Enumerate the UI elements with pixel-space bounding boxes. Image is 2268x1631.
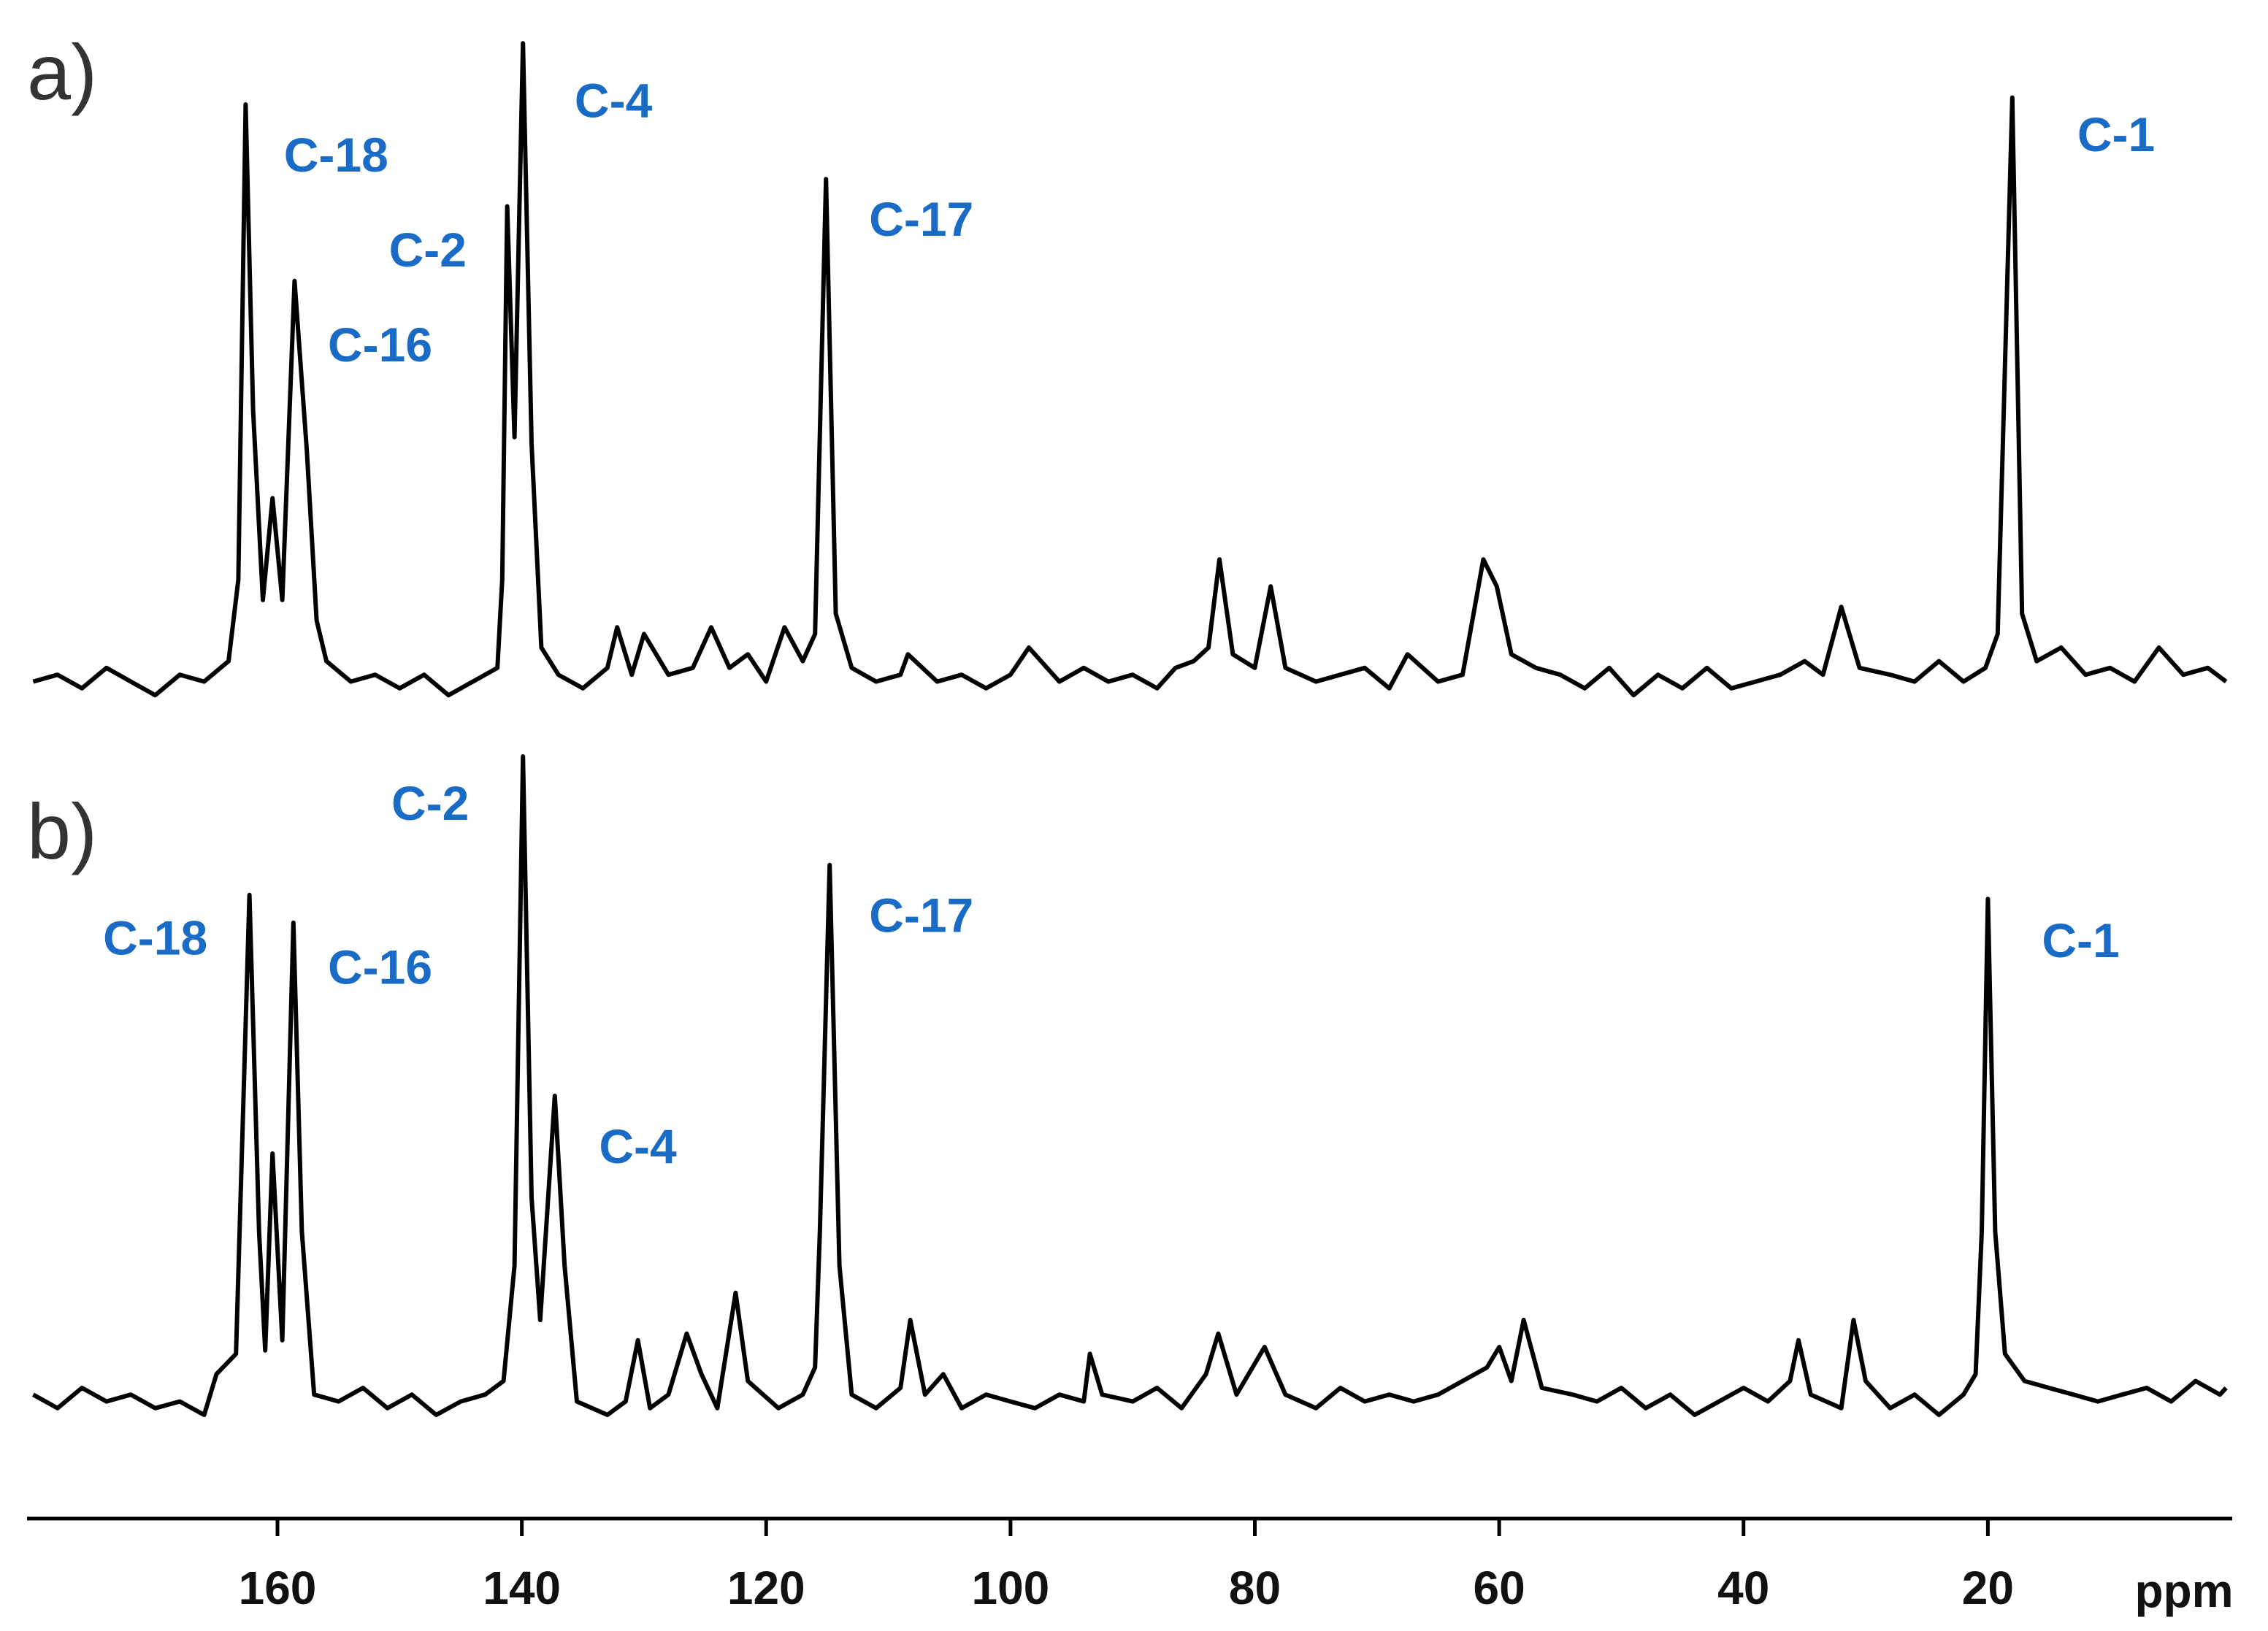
x-axis-label: ppm xyxy=(2134,1565,2233,1617)
peak-label: C-18 xyxy=(284,128,388,182)
x-tick-label: 40 xyxy=(1717,1562,1769,1614)
peak-label: C-16 xyxy=(328,318,432,372)
peak-label: C-18 xyxy=(103,910,207,964)
x-tick-label: 160 xyxy=(239,1562,317,1614)
peak-label: C-1 xyxy=(2042,913,2119,967)
peak-label: C-4 xyxy=(599,1119,677,1173)
peak-label: C-4 xyxy=(575,73,653,127)
panel-label: b) xyxy=(27,787,97,875)
x-tick-label: 20 xyxy=(1962,1562,2014,1614)
peak-label: C-16 xyxy=(328,940,432,994)
peak-label: C-17 xyxy=(869,192,973,246)
x-tick-label: 100 xyxy=(971,1562,1049,1614)
peak-label: C-1 xyxy=(2077,107,2155,161)
x-tick-label: 60 xyxy=(1474,1562,1525,1614)
peak-label: C-17 xyxy=(869,889,973,943)
panel-label: a) xyxy=(27,28,97,116)
peak-label: C-2 xyxy=(391,776,469,830)
spectrum-line xyxy=(31,754,2228,1417)
spectrum-line xyxy=(32,41,2228,698)
peak-label: C-2 xyxy=(389,223,467,277)
x-tick-label: 80 xyxy=(1229,1562,1281,1614)
x-tick-label: 120 xyxy=(727,1562,805,1614)
x-tick-label: 140 xyxy=(483,1562,561,1614)
